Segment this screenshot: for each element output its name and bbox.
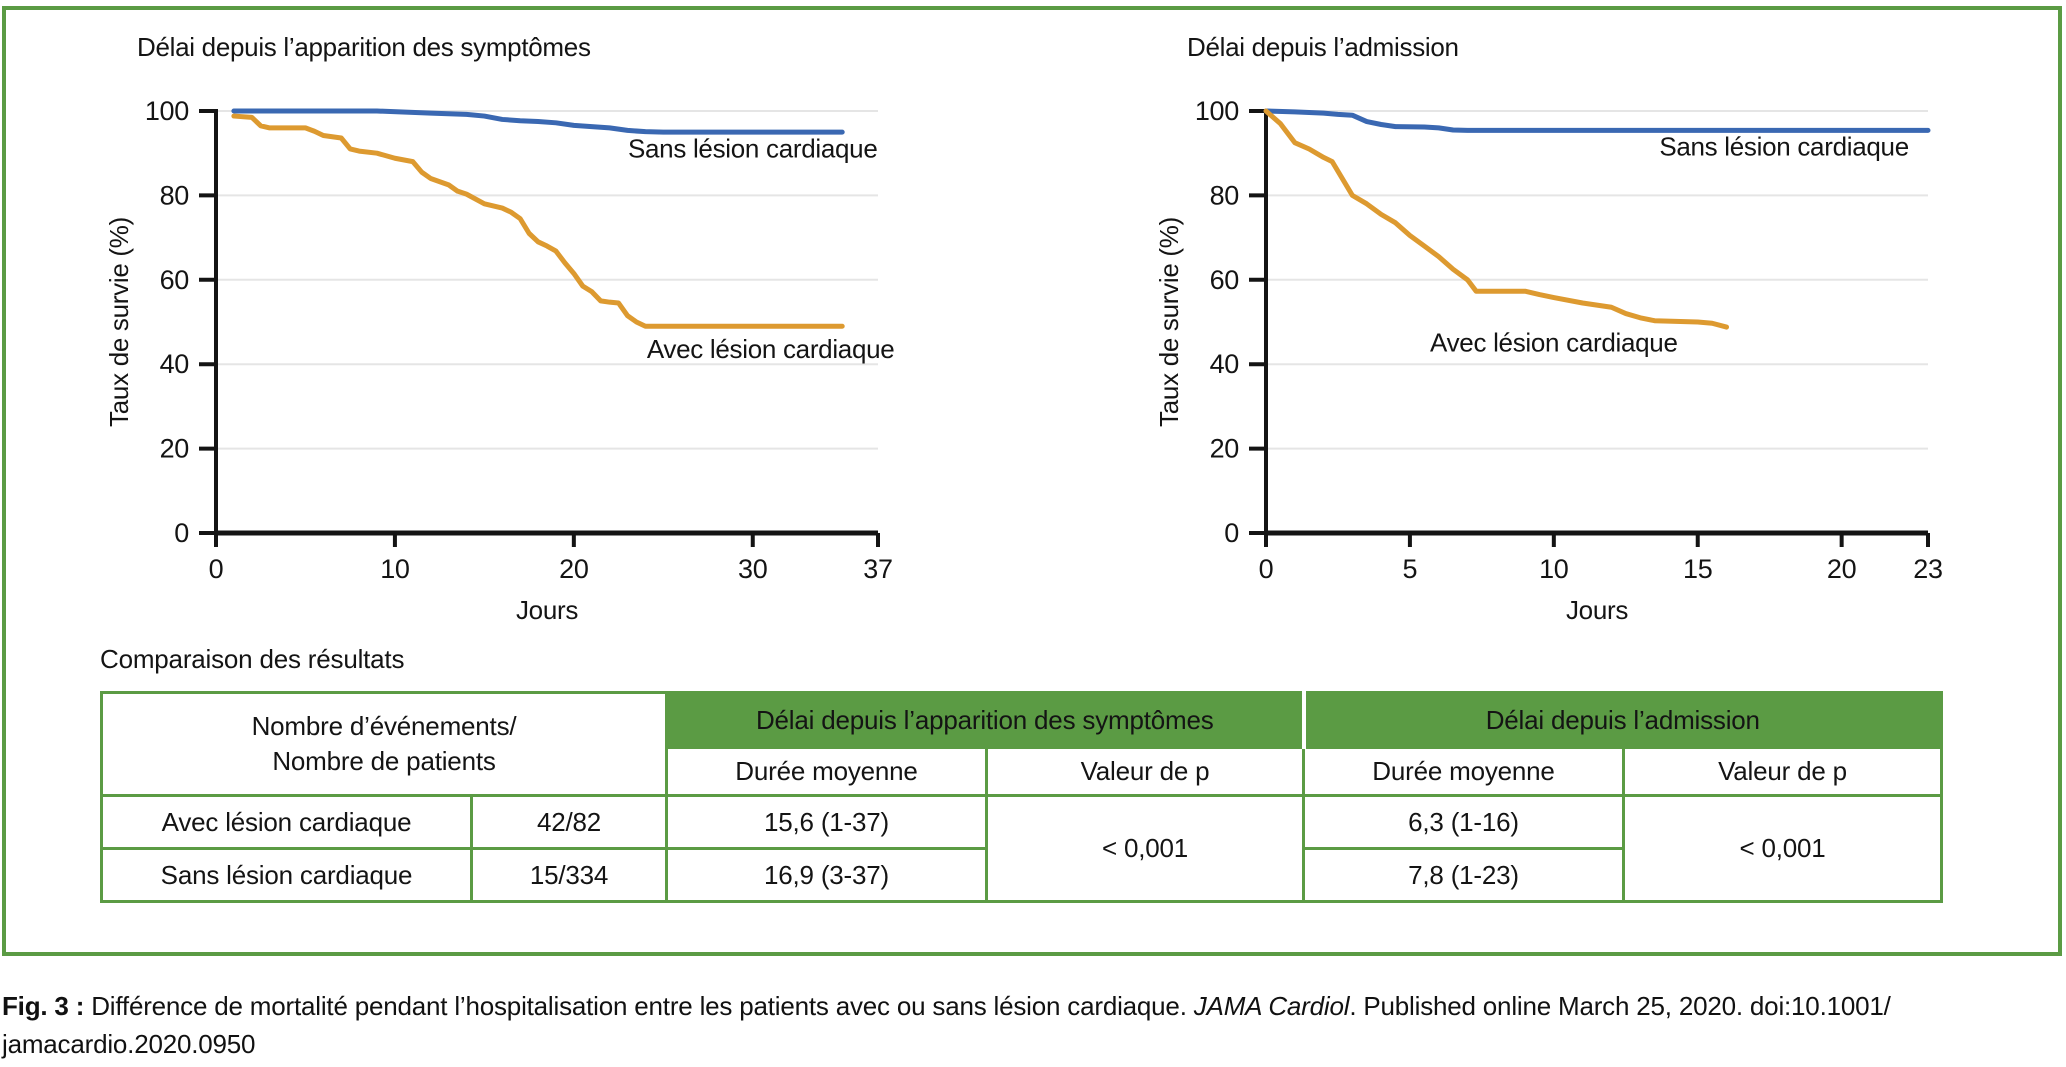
comparison-table: Nombre d’événements/ Nombre de patients …	[100, 691, 1943, 903]
y-axis-label: Taux de survie (%)	[1154, 217, 1184, 427]
corner-header-line1: Nombre d’événements/	[251, 710, 517, 741]
row-label-sans: Sans lésion cardiaque	[100, 847, 473, 903]
subheader-duration-symptoms: Durée moyenne	[665, 746, 988, 797]
subheader-pvalue-admission: Valeur de p	[1622, 746, 1943, 797]
y-tick-label: 20	[1210, 434, 1239, 464]
series-label: Sans lésion cardiaque	[1659, 131, 1909, 161]
survival-charts-canvas: Délai depuis l’apparition des symptômes 0…	[104, 32, 1943, 625]
x-tick-label: 5	[1403, 554, 1418, 584]
x-tick-label: 0	[1259, 554, 1274, 584]
caption-line2: jamacardio.2020.0950	[2, 1028, 256, 1059]
subheader-duration-admission: Durée moyenne	[1302, 746, 1625, 797]
series-label: Avec lésion cardiaque	[1430, 328, 1678, 358]
x-tick-label: 10	[1539, 554, 1568, 584]
series-label: Avec lésion cardiaque	[647, 334, 895, 364]
y-tick-label: 80	[1210, 180, 1239, 210]
chart-admission: Délai depuis l’admission 0 20 40 60 80 100 0 5 10…	[1154, 32, 1943, 625]
subheader-pvalue-symptoms: Valeur de p	[985, 746, 1305, 797]
y-tick-label: 60	[160, 265, 189, 295]
x-axis-label: Jours	[1566, 595, 1628, 625]
series-line-avec-lesion	[231, 113, 845, 329]
series-line-sans-lesion	[1263, 108, 1931, 133]
chart-title: Délai depuis l’admission	[1187, 32, 1459, 62]
corner-header-line2: Nombre de patients	[272, 746, 496, 776]
x-tick-label: 30	[738, 554, 767, 584]
duration-admission-avec: 6,3 (1-16)	[1302, 794, 1625, 850]
duration-symptoms-avec: 15,6 (1-37)	[665, 794, 988, 850]
series-label: Sans lésion cardiaque	[628, 133, 878, 163]
x-tick-label: 20	[559, 554, 588, 584]
y-tick-label: 40	[1210, 349, 1239, 379]
caption-fig-label: Fig. 3 :	[2, 991, 85, 1021]
pvalue-admission-cell: < 0,001	[1622, 794, 1943, 903]
row-label-avec: Avec lésion cardiaque	[100, 794, 473, 850]
y-axis-label: Taux de survie (%)	[104, 217, 134, 427]
pvalue-symptoms-cell: < 0,001	[985, 794, 1305, 903]
x-tick-label: 0	[209, 554, 224, 584]
y-tick-label: 0	[174, 518, 189, 548]
chart-title: Délai depuis l’apparition des symptômes	[137, 32, 591, 62]
y-tick-label: 80	[160, 180, 189, 210]
corner-header: Nombre d’événements/ Nombre de patients	[100, 691, 668, 797]
x-axis-label: Jours	[516, 595, 578, 625]
events-cell-avec: 42/82	[470, 794, 668, 850]
x-tick-label: 37	[863, 554, 892, 584]
table-title: Comparaison des résultats	[100, 644, 405, 674]
series-line-avec-lesion	[1263, 108, 1730, 330]
table-row: Sans lésion cardiaque 15/334 16,9 (3-37)…	[100, 847, 1942, 903]
caption-journal: JAMA Cardiol	[1193, 991, 1350, 1021]
comparison-section: Comparaison des résultats Nombre d’événe…	[100, 644, 1943, 903]
y-tick-label: 40	[160, 349, 189, 379]
y-tick-label: 100	[145, 96, 189, 126]
table-row: Avec lésion cardiaque 42/82 15,6 (1-37) …	[100, 794, 1943, 903]
x-tick-label: 23	[1913, 554, 1942, 584]
events-cell-sans: 15/334	[470, 847, 668, 903]
y-tick-label: 20	[160, 434, 189, 464]
chart-symptoms: Délai depuis l’apparition des symptômes 0…	[104, 32, 895, 625]
group-header-admission: Délai depuis l’admission	[1301, 691, 1943, 749]
x-tick-label: 10	[380, 554, 409, 584]
series-line-sans-lesion	[231, 108, 845, 135]
x-tick-label: 20	[1827, 554, 1856, 584]
caption-text: Différence de mortalité pendant l’hospit…	[84, 991, 1194, 1021]
duration-symptoms-sans: 16,9 (3-37)	[665, 847, 988, 903]
x-tick-label: 15	[1683, 554, 1712, 584]
y-tick-label: 0	[1224, 518, 1239, 548]
caption-text-2: . Published online March 25, 2020. doi:1…	[1349, 991, 1891, 1021]
figure-caption: Fig. 3 : Différence de mortalité pendant…	[2, 988, 2062, 1063]
group-header-symptoms: Délai depuis l’apparition des symptômes	[665, 691, 1306, 749]
y-tick-label: 100	[1195, 96, 1239, 126]
y-tick-label: 60	[1210, 265, 1239, 295]
duration-admission-sans: 7,8 (1-23)	[1302, 847, 1625, 903]
